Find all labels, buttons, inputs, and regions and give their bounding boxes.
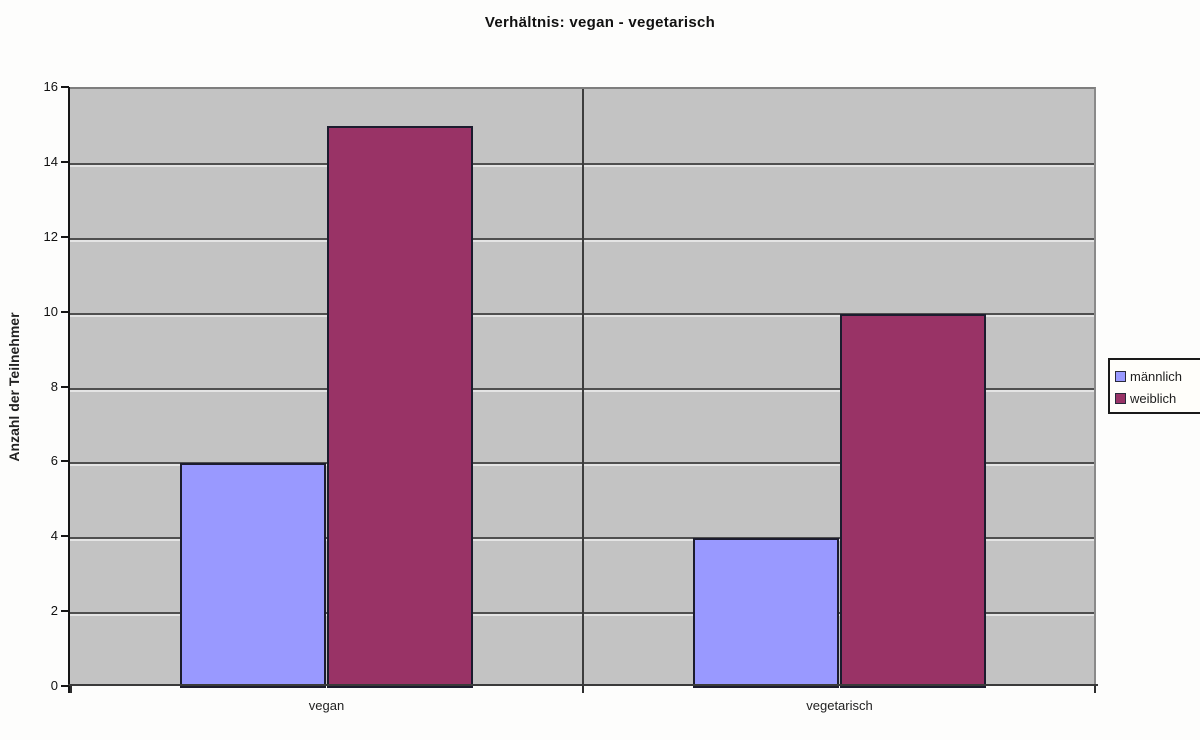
y-tick-label-16: 16: [43, 79, 58, 94]
legend-item-weiblich: weiblich: [1115, 387, 1200, 409]
x-label-vegan: vegan: [308, 698, 345, 713]
x-axis-line: [68, 684, 1098, 686]
bar-vegetarisch-weiblich: [839, 313, 987, 688]
plot-area: [70, 87, 1096, 688]
legend-label-männlich: männlich: [1130, 368, 1183, 384]
y-tick-label-12: 12: [43, 228, 58, 244]
bar-vegetarisch-männlich: [692, 538, 840, 688]
y-tick-0: [61, 685, 69, 687]
x-axis-tick: [582, 686, 584, 693]
y-tick-label-8: 8: [50, 378, 58, 394]
y-tick-2: [61, 610, 69, 613]
x-label-vegetarisch: vegetarisch: [806, 698, 873, 713]
legend-swatch-männlich: [1115, 370, 1126, 382]
y-tick-10: [61, 310, 69, 313]
y-tick-label-0: 0: [50, 678, 58, 693]
y-tick-12: [61, 235, 69, 238]
y-tick-16: [61, 86, 69, 88]
y-axis-line: [68, 87, 70, 693]
y-tick-label-6: 6: [50, 453, 58, 469]
bar-vegan-männlich: [179, 463, 327, 688]
y-tick-14: [61, 160, 69, 163]
legend-label-weiblich: weiblich: [1130, 390, 1177, 406]
y-tick-label-4: 4: [50, 528, 58, 544]
y-tick-4: [61, 535, 69, 538]
bar-vegan-weiblich: [326, 126, 474, 688]
y-tick-label-2: 2: [50, 603, 58, 619]
x-axis-tick: [70, 686, 72, 693]
legend: männlich weiblich: [1108, 358, 1200, 414]
category-divider: [582, 89, 584, 686]
x-axis-tick: [1094, 686, 1096, 693]
y-tick-label-14: 14: [43, 153, 58, 169]
y-tick-8: [61, 385, 69, 388]
legend-swatch-weiblich: [1115, 392, 1126, 404]
y-tick-6: [61, 460, 69, 463]
legend-item-männlich: männlich: [1115, 365, 1200, 387]
y-tick-label-10: 10: [43, 303, 58, 319]
chart-title: Verhältnis: vegan - vegetarisch: [484, 14, 716, 31]
